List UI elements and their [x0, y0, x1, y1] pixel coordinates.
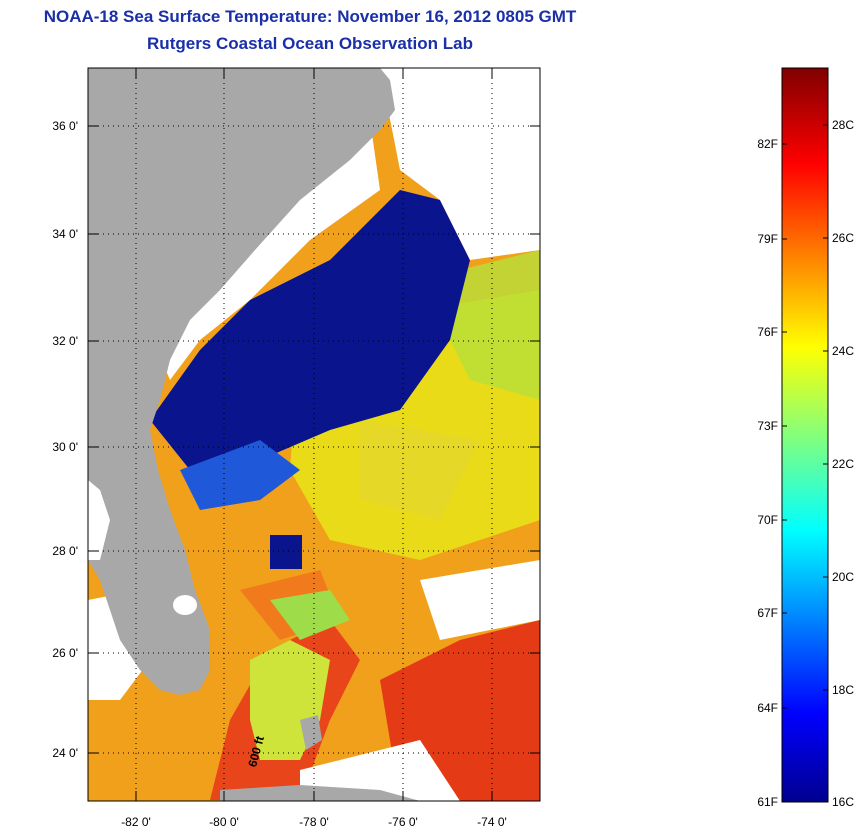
yellow-water-patch: [360, 420, 480, 520]
colorbar-gradient: [781, 67, 829, 803]
f-label-79: 79F: [757, 232, 778, 246]
andros-island: [300, 715, 322, 750]
map-layers: [88, 68, 540, 801]
graticule: [88, 68, 540, 801]
lon-label-74: -74 0': [477, 815, 507, 829]
gulf-no-data: [88, 480, 110, 560]
f-label-76: 76F: [757, 325, 778, 339]
lat-label-36: 36 0': [52, 119, 78, 133]
f-label-67: 67F: [757, 606, 778, 620]
lat-label-34: 34 0': [52, 227, 78, 241]
f-label-64: 64F: [757, 701, 778, 715]
c-label-24: 24C: [832, 344, 854, 358]
blue-shelf-water: [180, 440, 300, 510]
colorbar-ticks: [782, 124, 828, 709]
c-label-20: 20C: [832, 570, 854, 584]
little-bahama-bank: [270, 590, 350, 640]
lat-label-26: 26 0': [52, 646, 78, 660]
lat-label-32: 32 0': [52, 334, 78, 348]
temperature-colorbar: 82F 79F 76F 73F 70F 67F 64F 61F 28C 26C …: [757, 67, 854, 809]
cold-eddy: [270, 535, 302, 569]
lat-label-24: 24 0': [52, 746, 78, 760]
c-label-16: 16C: [832, 795, 854, 809]
axis-ticks: [88, 68, 540, 801]
sst-map: 600 ft 36 0' 34 0' 32 0' 30 0' 28 0' 26 …: [52, 67, 541, 829]
longitude-labels: -82 0' -80 0' -78 0' -76 0' -74 0': [121, 815, 507, 829]
cold-shelf-water: [150, 190, 470, 470]
lon-label-80: -80 0': [209, 815, 239, 829]
cuba-land: [220, 785, 420, 801]
no-data-south: [300, 740, 460, 801]
lon-label-78: -78 0': [299, 815, 329, 829]
f-label-61: 61F: [757, 795, 778, 809]
lon-label-82: -82 0': [121, 815, 151, 829]
c-label-18: 18C: [832, 683, 854, 697]
fahrenheit-labels: 82F 79F 76F 73F 70F 67F 64F 61F: [757, 137, 778, 809]
lat-label-30: 30 0': [52, 440, 78, 454]
c-label-26: 26C: [832, 231, 854, 245]
land-mass: [88, 68, 395, 695]
no-data-east: [420, 560, 540, 640]
f-label-73: 73F: [757, 419, 778, 433]
map-subtitle: Rutgers Coastal Ocean Observation Lab: [147, 34, 473, 53]
lake-okeechobee: [173, 595, 197, 615]
no-data-north: [380, 68, 540, 260]
latitude-labels: 36 0' 34 0' 32 0' 30 0' 28 0' 26 0' 24 0…: [52, 119, 78, 760]
lat-label-28: 28 0': [52, 544, 78, 558]
f-label-70: 70F: [757, 513, 778, 527]
f-label-82: 82F: [757, 137, 778, 151]
lon-label-76: -76 0': [388, 815, 418, 829]
celsius-labels: 28C 26C 24C 22C 20C 18C 16C: [832, 118, 854, 809]
c-label-22: 22C: [832, 457, 854, 471]
map-title: NOAA-18 Sea Surface Temperature: Novembe…: [43, 7, 577, 26]
c-label-28: 28C: [832, 118, 854, 132]
